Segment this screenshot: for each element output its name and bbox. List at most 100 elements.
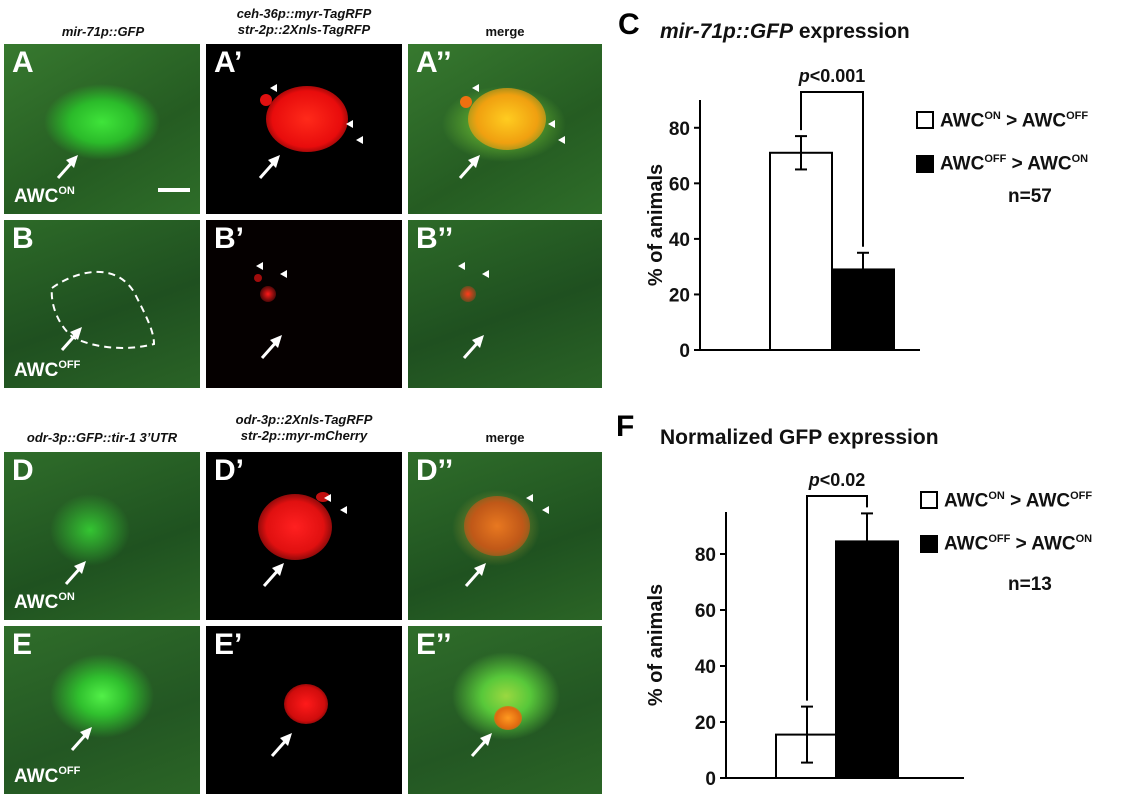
y-tick-label: 20: [669, 285, 690, 306]
panel-label: A’: [214, 46, 243, 79]
arrow-icon: [60, 327, 82, 351]
y-axis-label: % of animals: [645, 164, 667, 286]
significance-label: p<0.02: [808, 470, 866, 490]
panel-B: AWCOFF B: [4, 220, 200, 388]
y-tick-label: 40: [669, 230, 690, 251]
awc-text: AWC: [14, 360, 59, 381]
awc-sup: OFF: [58, 359, 81, 371]
arrow-icon: [464, 563, 486, 587]
legend-item-off-on: AWCOFF > AWCON: [920, 527, 1092, 556]
legend-sup: OFF: [984, 153, 1007, 166]
rfp-spot: [260, 94, 272, 106]
y-tick-label: 0: [679, 341, 690, 362]
panel-letter-F: F: [616, 410, 635, 443]
awc-off-label: AWCOFF: [14, 766, 80, 787]
y-tick-label: 60: [695, 601, 716, 622]
legend-text: AWC: [944, 490, 989, 512]
header-col2-bottom-line2: str-2p::myr-mCherry: [240, 428, 368, 443]
legend-item-off-on: AWCOFF > AWCON: [916, 147, 1088, 176]
chart-C-legend: AWCON > AWCOFF AWCOFF > AWCON: [916, 104, 1088, 177]
arrowhead-icon: [482, 270, 489, 278]
arrow-icon: [462, 335, 484, 359]
chart-C-title: mir-71p::GFP expression: [660, 20, 910, 44]
header-col3-top: merge: [485, 24, 525, 39]
legend-text: AWC: [1031, 533, 1076, 555]
header-col2-bottom-line1: odr-3p::2Xnls-TagRFP: [235, 412, 373, 427]
legend-swatch-black: [916, 154, 934, 173]
arrowhead-icon: [526, 494, 533, 502]
significance-bracket: [806, 495, 868, 701]
panel-label: D’’: [416, 454, 454, 487]
legend-text: >: [1006, 153, 1028, 175]
legend-text: AWC: [1021, 110, 1067, 132]
panel-label: A’’: [416, 46, 452, 79]
rfp-cell: [266, 86, 348, 152]
header-col3-bottom: merge: [485, 430, 525, 445]
legend-swatch-white: [916, 111, 934, 130]
panel-label: A: [12, 46, 34, 79]
panel-D2: D’’: [408, 452, 602, 620]
arrow-icon: [458, 155, 480, 179]
header-col2-top: ceh-36p::myr-TagRFP str-2p::2Xnls-TagRFP: [206, 6, 402, 38]
legend-text: AWC: [944, 533, 989, 555]
panel-E: AWCOFF E: [4, 626, 200, 794]
chart-F-n: n=13: [1008, 574, 1052, 595]
panel-A: A AWCON: [4, 44, 200, 214]
chart-C: 0 20 40 60 80 % of animals p<0.001: [645, 66, 920, 362]
arrowhead-icon: [558, 136, 565, 144]
legend-sup: OFF: [1066, 110, 1089, 122]
arrow-icon: [470, 733, 492, 757]
legend-item-on-off: AWCON > AWCOFF: [920, 484, 1092, 513]
awc-sup: ON: [58, 591, 75, 603]
header-col1-top: mir-71p::GFP: [61, 24, 145, 39]
panel-label: B’’: [416, 222, 454, 255]
awc-text: AWC: [14, 186, 59, 207]
header-col2-top-line1: ceh-36p::myr-TagRFP: [236, 6, 372, 21]
y-tick-label: 80: [669, 119, 690, 140]
significance-label: p<0.001: [798, 66, 866, 86]
arrow-icon: [56, 155, 78, 179]
legend-text: >: [1010, 533, 1032, 555]
arrowhead-icon: [256, 262, 263, 270]
arrowhead-icon: [324, 494, 331, 502]
legend-sup: OFF: [988, 533, 1011, 546]
merge-cell: [468, 88, 546, 150]
significance-bracket: [800, 91, 864, 247]
y-tick-label: 0: [705, 769, 716, 790]
arrowhead-icon: [472, 84, 479, 92]
arrow-icon: [262, 563, 284, 587]
legend-sup: ON: [984, 110, 1001, 122]
arrow-icon: [260, 335, 282, 359]
merge-spot: [460, 96, 472, 108]
chart-C-title-rest: expression: [793, 20, 910, 43]
legend-swatch-white: [920, 491, 938, 510]
arrowhead-icon: [280, 270, 287, 278]
rfp-cell: [284, 684, 328, 724]
awc-text: AWC: [14, 766, 59, 787]
rfp-cell: [258, 494, 332, 560]
rfp-spot: [260, 286, 276, 302]
y-axis-label: % of animals: [645, 584, 667, 706]
legend-sup: ON: [1071, 153, 1089, 166]
y-tick-label: 40: [695, 657, 716, 678]
cell-outline: [50, 270, 156, 349]
bar: [835, 540, 899, 780]
panel-B2: B’’: [408, 220, 602, 388]
legend-swatch-black: [920, 534, 938, 553]
awc-on-label: AWCON: [14, 591, 75, 613]
panel-label: E’: [214, 628, 243, 661]
chart-C-title-italic: mir-71p::GFP: [660, 20, 794, 43]
merge-cell: [464, 496, 530, 556]
header-col1-bottom: odr-3p::GFP::tir-1 3’UTR: [26, 430, 178, 445]
significance-p: p: [808, 470, 820, 490]
arrowhead-icon: [542, 506, 549, 514]
panel-D: AWCON D: [4, 452, 200, 620]
panel-label: E’’: [416, 628, 452, 661]
arrow-icon: [64, 561, 86, 585]
arrowhead-icon: [346, 120, 353, 128]
arrow-icon: [270, 733, 292, 757]
legend-item-on-off: AWCON > AWCOFF: [916, 104, 1088, 133]
legend-text: >: [1004, 490, 1026, 512]
panel-label: B: [12, 222, 34, 255]
panel-E1: E’: [206, 626, 402, 794]
